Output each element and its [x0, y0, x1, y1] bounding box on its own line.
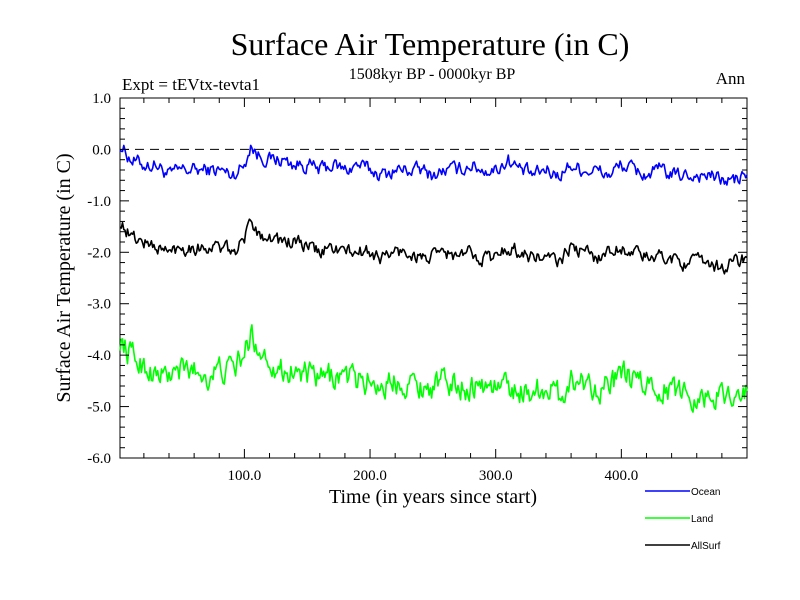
- axis-ticks: 100.0 200.0 300.0 400.0 1.0 0.0 -1.0 -2.0 -3.0 -4…: [87, 91, 747, 484]
- chart-subtitle: 1508kyr BP - 0000kyr BP: [349, 66, 516, 83]
- legend-label-land: Land: [691, 514, 713, 525]
- y-tick-label: 1.0: [92, 91, 111, 107]
- chart-title: Surface Air Temperature (in C): [231, 26, 630, 62]
- y-tick-label: -6.0: [87, 451, 111, 467]
- legend-label-allsurf: AllSurf: [691, 541, 721, 552]
- y-tick-label: -2.0: [87, 245, 111, 261]
- x-tick-label: 400.0: [604, 468, 638, 484]
- series-line-allsurf: [119, 218, 748, 275]
- x-tick-label: 200.0: [353, 468, 387, 484]
- series-group: [119, 144, 748, 413]
- series-line-land: [119, 324, 748, 413]
- x-tick-label: 300.0: [479, 468, 513, 484]
- x-tick-label: 100.0: [228, 468, 262, 484]
- y-tick-label: -4.0: [87, 348, 111, 364]
- series-line-ocean: [119, 144, 748, 186]
- expt-label: Expt = tEVtx-tevta1: [122, 75, 260, 94]
- legend-label-ocean: Ocean: [691, 487, 720, 498]
- x-axis-label: Time (in years since start): [329, 486, 537, 508]
- y-tick-label: 0.0: [92, 142, 111, 158]
- legend: Ocean Land AllSurf: [645, 487, 721, 552]
- y-tick-label: -5.0: [87, 400, 111, 416]
- y-tick-label: -1.0: [87, 194, 111, 210]
- y-axis-label: Surface Air Temperature (in C): [53, 153, 75, 402]
- plot-area: [119, 97, 748, 459]
- season-label: Ann: [716, 69, 746, 88]
- y-tick-label: -3.0: [87, 297, 111, 313]
